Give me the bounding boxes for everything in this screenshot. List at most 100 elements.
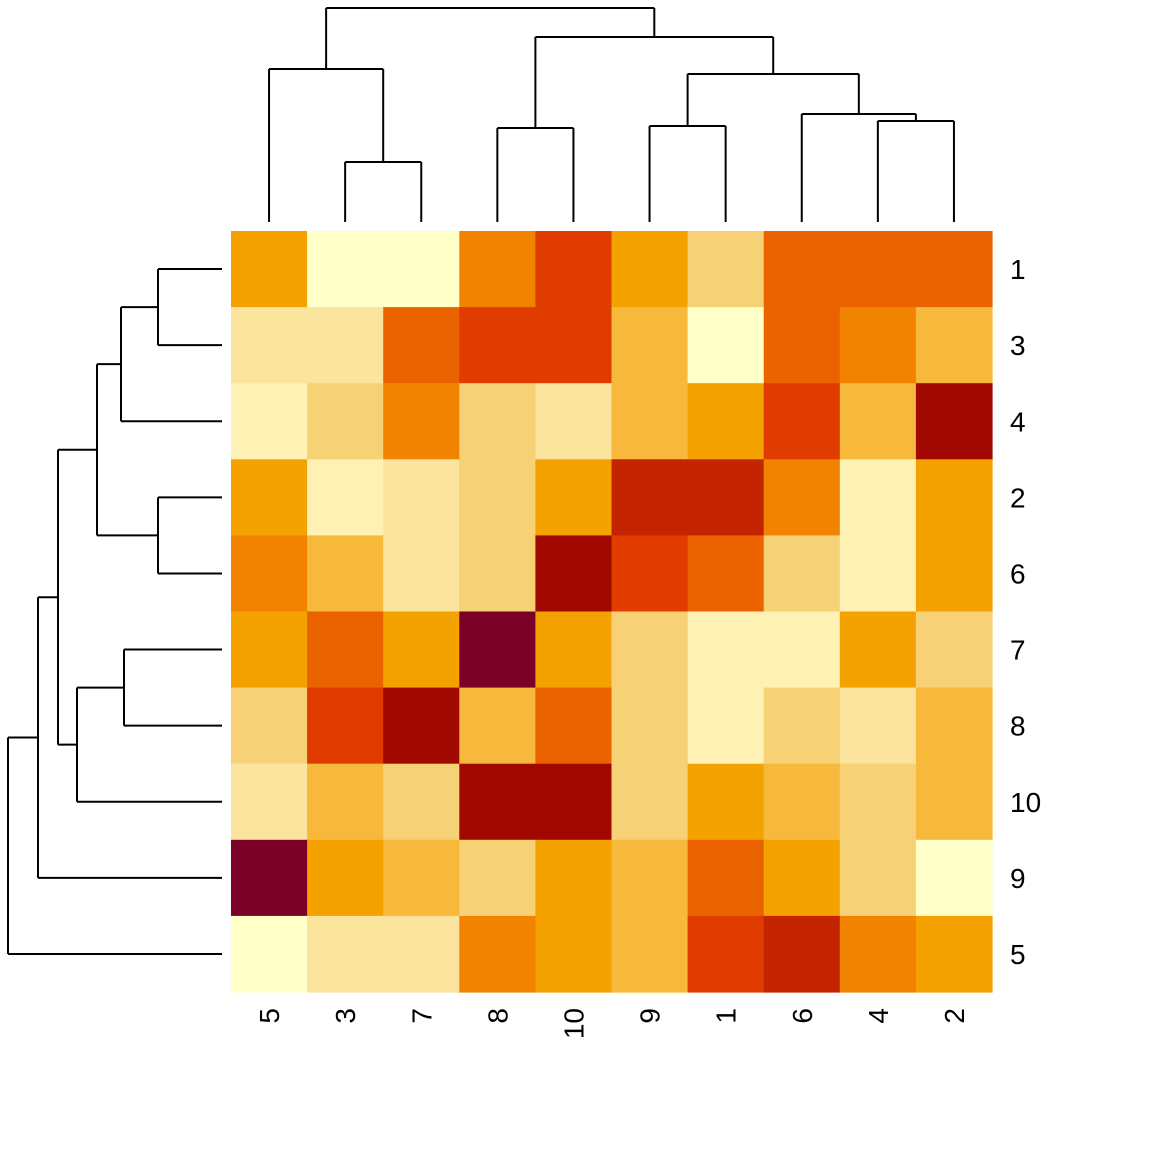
heatmap-cell xyxy=(915,763,993,841)
heatmap-cell xyxy=(687,383,765,460)
heatmap-cell xyxy=(307,611,384,689)
heatmap-cell xyxy=(763,231,841,308)
heatmap-cell xyxy=(611,611,689,689)
heatmap-cell xyxy=(763,383,841,460)
row-label: 5 xyxy=(1010,939,1026,970)
row-label: 7 xyxy=(1010,635,1026,666)
heatmap-cell xyxy=(915,915,993,993)
row-labels: 1 3 4 2 6 7 8 10 9 5 xyxy=(1010,254,1041,970)
heatmap-cell xyxy=(839,383,917,460)
column-label: 7 xyxy=(406,1008,437,1024)
heatmap-cell xyxy=(763,611,841,689)
heatmap-cell xyxy=(231,535,308,613)
column-label: 10 xyxy=(558,1008,589,1039)
heatmap-cell xyxy=(915,687,993,765)
row-label: 9 xyxy=(1010,863,1026,894)
column-labels: 5 3 7 8 10 9 1 6 4 2 xyxy=(254,1008,970,1039)
heatmap-cell xyxy=(535,839,613,917)
column-label: 8 xyxy=(482,1008,513,1024)
heatmap-cell xyxy=(611,687,689,765)
heatmap-cell xyxy=(383,915,460,993)
heatmap-cell xyxy=(535,763,613,841)
heatmap-cell xyxy=(535,383,613,460)
heatmap-cell xyxy=(231,763,308,841)
heatmap-cell xyxy=(459,383,536,460)
heatmap-cell xyxy=(839,307,917,384)
heatmap-cell xyxy=(611,839,689,917)
heatmap-cell xyxy=(535,687,613,765)
row-label: 6 xyxy=(1010,558,1026,589)
heatmap-cell xyxy=(763,459,841,536)
heatmap-cell xyxy=(763,307,841,384)
heatmap-cell xyxy=(763,687,841,765)
heatmap-cell xyxy=(611,763,689,841)
heatmap-cell xyxy=(915,383,993,460)
heatmap-cell xyxy=(307,839,384,917)
heatmap-cell xyxy=(839,915,917,993)
heatmap-cell xyxy=(687,535,765,613)
heatmap-cell xyxy=(307,459,384,536)
heatmap-cell xyxy=(915,307,993,384)
heatmap-cell xyxy=(763,535,841,613)
heatmap-cell xyxy=(231,915,308,993)
heatmap-cell xyxy=(535,307,613,384)
heatmap-cell xyxy=(687,687,765,765)
heatmap-cell xyxy=(231,383,308,460)
heatmap-cell xyxy=(383,307,460,384)
heatmap-cell xyxy=(611,231,689,308)
heatmap-cell xyxy=(535,231,613,308)
column-label: 4 xyxy=(863,1008,894,1024)
heatmap-cell xyxy=(687,459,765,536)
heatmap-cell xyxy=(611,535,689,613)
heatmap-cell xyxy=(915,611,993,689)
heatmap-cells xyxy=(231,231,993,993)
heatmap-cell xyxy=(459,231,536,308)
column-label: 3 xyxy=(330,1008,361,1024)
heatmap-cell xyxy=(839,459,917,536)
heatmap-cell xyxy=(839,763,917,841)
heatmap-cell xyxy=(535,459,613,536)
heatmap-cell xyxy=(763,763,841,841)
heatmap-cell xyxy=(763,839,841,917)
row-dendrogram xyxy=(7,268,222,955)
heatmap-cell xyxy=(307,231,384,308)
heatmap-cell xyxy=(839,687,917,765)
row-label: 4 xyxy=(1010,406,1026,437)
heatmap-cell xyxy=(231,839,308,917)
heatmap-cell xyxy=(307,383,384,460)
heatmap-cell xyxy=(459,459,536,536)
column-label: 6 xyxy=(787,1008,818,1024)
column-label: 2 xyxy=(939,1008,970,1024)
heatmap-cell xyxy=(687,839,765,917)
heatmap-cell xyxy=(307,915,384,993)
heatmap-cell xyxy=(687,611,765,689)
heatmap-cell xyxy=(459,839,536,917)
heatmap-cell xyxy=(915,459,993,536)
heatmap-cell xyxy=(383,383,460,460)
heatmap-cell xyxy=(611,915,689,993)
heatmap-cell xyxy=(307,687,384,765)
heatmap-cell xyxy=(231,307,308,384)
heatmap-cell xyxy=(687,231,765,308)
column-label: 5 xyxy=(254,1008,285,1024)
heatmap-cell xyxy=(839,839,917,917)
column-dendrogram xyxy=(268,7,955,222)
heatmap-cell xyxy=(839,535,917,613)
heatmap-cell xyxy=(459,307,536,384)
heatmap-cell xyxy=(459,687,536,765)
heatmap-cell xyxy=(763,915,841,993)
row-label: 3 xyxy=(1010,330,1026,361)
heatmap-cell xyxy=(687,307,765,384)
heatmap-cell xyxy=(611,459,689,536)
heatmap-cell xyxy=(307,763,384,841)
heatmap-cell xyxy=(535,535,613,613)
heatmap-cell xyxy=(307,307,384,384)
heatmap-cell xyxy=(459,763,536,841)
heatmap-cell xyxy=(307,535,384,613)
heatmap-cell xyxy=(687,763,765,841)
heatmap-cell xyxy=(839,231,917,308)
heatmap-cell xyxy=(459,611,536,689)
heatmap-cell xyxy=(915,839,993,917)
heatmap-cell xyxy=(915,231,993,308)
